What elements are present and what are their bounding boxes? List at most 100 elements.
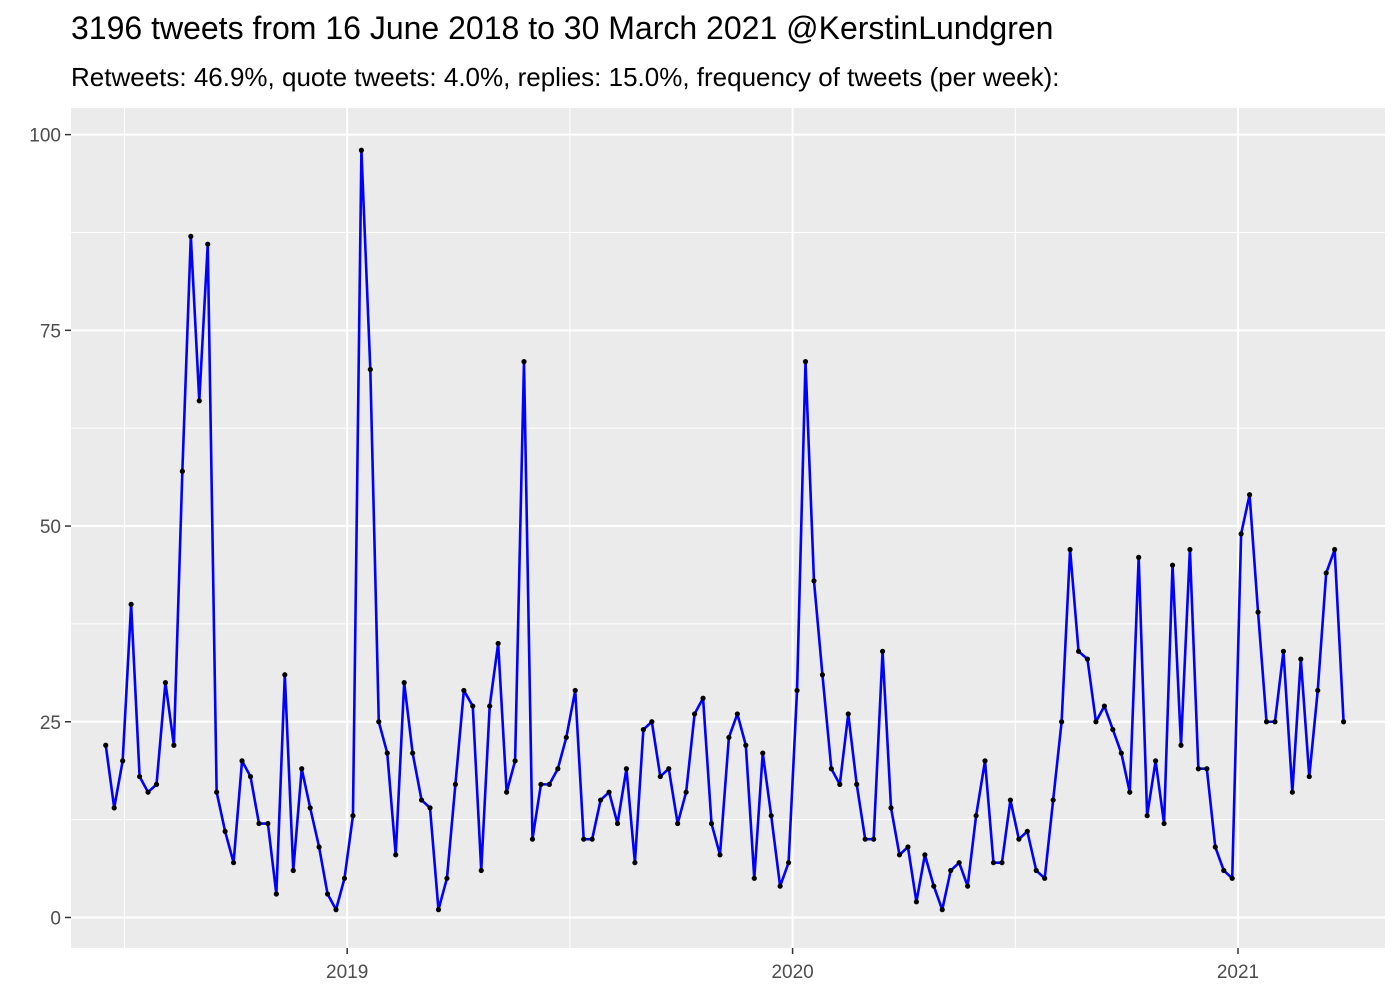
data-point bbox=[1229, 875, 1235, 881]
data-point bbox=[990, 860, 997, 866]
data-point bbox=[888, 805, 894, 811]
data-point bbox=[487, 703, 493, 709]
data-point bbox=[358, 147, 365, 153]
data-point bbox=[700, 695, 706, 701]
data-point bbox=[1042, 875, 1048, 881]
data-point bbox=[819, 672, 826, 678]
data-point bbox=[120, 758, 126, 764]
y-tick-label: 25 bbox=[40, 713, 61, 734]
data-point bbox=[675, 820, 681, 827]
data-point bbox=[273, 891, 279, 897]
data-point bbox=[1178, 742, 1184, 748]
data-point bbox=[1161, 820, 1167, 827]
data-point bbox=[828, 766, 834, 772]
data-point bbox=[785, 860, 792, 866]
data-point bbox=[982, 758, 988, 764]
data-point bbox=[555, 766, 561, 772]
data-point bbox=[614, 820, 621, 827]
data-point bbox=[1110, 726, 1116, 733]
data-point bbox=[1340, 719, 1347, 725]
data-point bbox=[162, 680, 169, 686]
data-point bbox=[376, 719, 382, 725]
y-tick-label: 0 bbox=[50, 908, 61, 929]
data-point bbox=[136, 773, 143, 780]
data-point bbox=[1204, 766, 1210, 772]
chart-title: 3196 tweets from 16 June 2018 to 30 Marc… bbox=[71, 10, 1054, 46]
data-point bbox=[743, 742, 749, 748]
data-point bbox=[393, 852, 399, 858]
data-point bbox=[862, 836, 868, 842]
data-point bbox=[1246, 492, 1253, 498]
data-point bbox=[333, 907, 339, 913]
data-point bbox=[708, 820, 715, 827]
data-point bbox=[1280, 648, 1287, 654]
data-point bbox=[444, 875, 450, 881]
data-point bbox=[196, 398, 202, 404]
data-point bbox=[153, 781, 160, 787]
data-point bbox=[913, 899, 920, 905]
data-point bbox=[1084, 656, 1091, 662]
data-point bbox=[282, 672, 288, 678]
data-point bbox=[299, 766, 305, 772]
data-point bbox=[1272, 719, 1278, 725]
data-point bbox=[1075, 648, 1082, 654]
chart-subtitle: Retweets: 46.9%, quote tweets: 4.0%, rep… bbox=[71, 62, 1060, 92]
data-point bbox=[922, 852, 928, 858]
data-point bbox=[657, 773, 663, 780]
data-point bbox=[316, 844, 322, 850]
data-point bbox=[410, 750, 416, 756]
data-point bbox=[956, 860, 962, 866]
data-point bbox=[948, 867, 954, 874]
data-point bbox=[546, 781, 552, 787]
data-point bbox=[794, 687, 800, 694]
data-point bbox=[171, 742, 177, 748]
data-point bbox=[802, 359, 809, 365]
y-tick-label: 75 bbox=[40, 321, 61, 342]
data-point bbox=[538, 781, 544, 787]
data-point bbox=[1221, 867, 1227, 874]
data-point bbox=[1067, 546, 1073, 553]
data-point bbox=[384, 750, 390, 756]
data-point bbox=[563, 734, 569, 741]
data-point bbox=[896, 852, 903, 858]
data-point bbox=[1101, 703, 1107, 709]
data-point bbox=[367, 366, 373, 373]
data-point bbox=[777, 883, 783, 889]
data-point bbox=[1195, 766, 1201, 772]
y-axis: 0 25 50 75 100 bbox=[29, 126, 71, 929]
data-point bbox=[751, 875, 757, 881]
data-point bbox=[111, 805, 117, 811]
data-point bbox=[188, 233, 194, 239]
data-point bbox=[401, 680, 407, 686]
data-point bbox=[290, 867, 296, 874]
data-point bbox=[1007, 797, 1013, 803]
data-point bbox=[1050, 797, 1056, 803]
data-point bbox=[103, 742, 109, 748]
data-point bbox=[683, 789, 689, 795]
data-point bbox=[931, 883, 937, 889]
data-point bbox=[529, 836, 536, 842]
data-point bbox=[214, 789, 220, 795]
data-point bbox=[1144, 813, 1150, 819]
data-point bbox=[1033, 867, 1039, 874]
data-point bbox=[307, 805, 313, 811]
minor-gridlines bbox=[71, 108, 1385, 948]
data-point bbox=[1298, 656, 1304, 662]
data-point bbox=[179, 468, 185, 474]
data-point bbox=[478, 867, 484, 874]
data-point bbox=[1169, 562, 1176, 568]
data-point bbox=[768, 813, 774, 819]
data-point bbox=[1315, 687, 1321, 694]
data-point bbox=[837, 781, 843, 787]
data-point bbox=[666, 766, 672, 772]
data-point bbox=[324, 891, 331, 897]
data-point bbox=[470, 703, 476, 709]
data-point bbox=[811, 578, 817, 584]
data-point bbox=[427, 805, 433, 811]
data-point bbox=[230, 860, 237, 866]
data-point bbox=[239, 758, 245, 764]
data-point bbox=[1238, 531, 1244, 537]
data-point bbox=[1289, 789, 1295, 795]
